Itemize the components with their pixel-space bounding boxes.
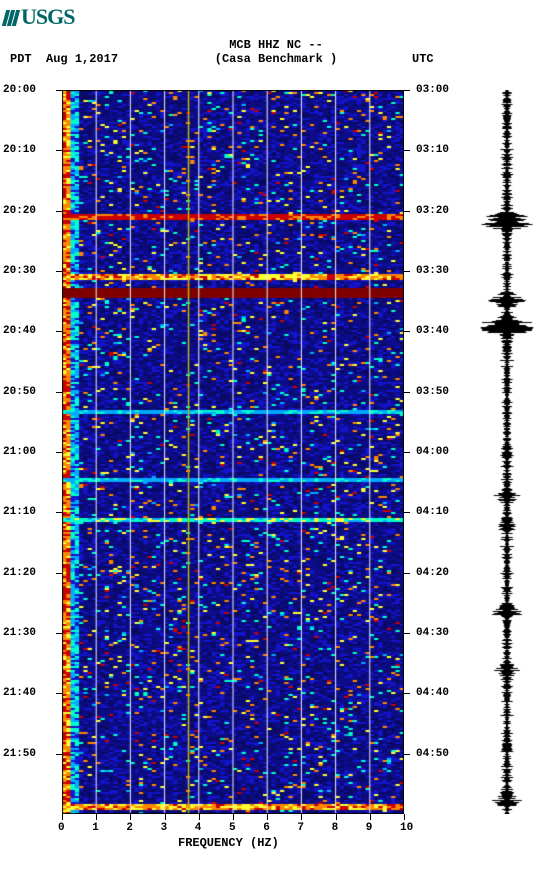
page: USGS MCB HHZ NC -- (Casa Benchmark ) PDT… xyxy=(0,0,552,893)
freq-tick: 4 xyxy=(195,822,202,834)
date-label: Aug 1,2017 xyxy=(46,52,118,66)
utc-tick: 03:30 xyxy=(416,265,449,277)
usgs-logo: USGS xyxy=(4,4,74,32)
utc-tick: 04:40 xyxy=(416,687,449,699)
utc-tick: 04:20 xyxy=(416,567,449,579)
pdt-tick: 20:20 xyxy=(3,205,36,217)
x-axis-title: FREQUENCY (HZ) xyxy=(178,836,279,850)
pdt-label: PDT xyxy=(10,52,32,66)
utc-tick: 03:10 xyxy=(416,144,449,156)
pdt-tick: 20:00 xyxy=(3,84,36,96)
left-tz-label: PDT Aug 1,2017 xyxy=(10,52,118,66)
freq-tick: 5 xyxy=(229,822,236,834)
pdt-tick: 21:00 xyxy=(3,446,36,458)
utc-label: UTC xyxy=(412,52,434,66)
pdt-tick: 21:10 xyxy=(3,506,36,518)
freq-tick: 0 xyxy=(58,822,65,834)
pdt-tick: 20:50 xyxy=(3,386,36,398)
pdt-tick: 20:30 xyxy=(3,265,36,277)
utc-tick: 04:50 xyxy=(416,748,449,760)
freq-tick: 8 xyxy=(332,822,339,834)
pdt-tick: 20:40 xyxy=(3,325,36,337)
station-line: MCB HHZ NC -- xyxy=(0,38,552,52)
pdt-tick: 21:20 xyxy=(3,567,36,579)
freq-tick: 7 xyxy=(297,822,304,834)
utc-tick: 04:30 xyxy=(416,627,449,639)
utc-tick: 03:20 xyxy=(416,205,449,217)
spectrogram-plot xyxy=(62,90,404,814)
utc-tick: 03:40 xyxy=(416,325,449,337)
freq-tick: 6 xyxy=(263,822,270,834)
utc-tick: 03:00 xyxy=(416,84,449,96)
usgs-logo-text: USGS xyxy=(21,4,74,29)
utc-tick: 04:10 xyxy=(416,506,449,518)
freq-tick: 9 xyxy=(366,822,373,834)
freq-tick: 3 xyxy=(161,822,168,834)
freq-tick: 1 xyxy=(92,822,99,834)
seismogram-trace xyxy=(472,90,542,814)
freq-tick: 2 xyxy=(126,822,133,834)
usgs-logo-bars xyxy=(4,6,19,32)
pdt-tick: 21:50 xyxy=(3,748,36,760)
utc-tick: 03:50 xyxy=(416,386,449,398)
freq-tick: 10 xyxy=(400,822,413,834)
pdt-tick: 21:40 xyxy=(3,687,36,699)
utc-tick: 04:00 xyxy=(416,446,449,458)
pdt-tick: 21:30 xyxy=(3,627,36,639)
pdt-tick: 20:10 xyxy=(3,144,36,156)
